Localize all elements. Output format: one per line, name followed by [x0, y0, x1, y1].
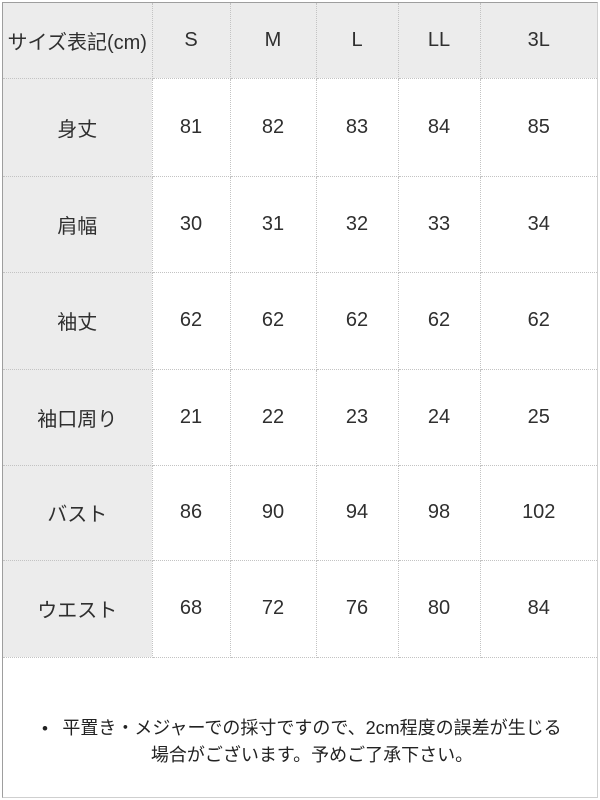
measurement-value-cell: 62	[229, 271, 317, 370]
table-row-cuff-circumference: 袖口周り 21 22 23 24 25	[3, 368, 597, 466]
measurement-note-cell: • 平置き・メジャーでの採寸ですので、2cm程度の誤差が生じる 場合がございます…	[3, 656, 597, 797]
size-column-header-3l: 3L	[479, 3, 597, 79]
table-note-row: • 平置き・メジャーでの採寸ですので、2cm程度の誤差が生じる 場合がございます…	[3, 656, 597, 797]
measurement-value-cell: 76	[315, 559, 399, 658]
size-column-header-s: S	[151, 3, 231, 79]
note-line-2: 場合がございます。予めご了承下さい。	[150, 745, 474, 766]
table-row-waist: ウエスト 68 72 76 80 84	[3, 559, 597, 658]
measurement-value-cell: 82	[229, 77, 317, 177]
measurement-row-label: 袖口周り	[3, 368, 153, 466]
measurement-row-label: 肩幅	[3, 175, 153, 273]
measurement-value-cell: 94	[315, 464, 399, 561]
measurement-value-cell: 84	[397, 77, 481, 177]
measurement-value-cell: 72	[229, 559, 317, 658]
measurement-value-cell: 62	[151, 271, 231, 370]
measurement-value-cell: 86	[151, 464, 231, 561]
measurement-value-cell: 25	[479, 368, 597, 466]
table-row-shoulder-width: 肩幅 30 31 32 33 34	[3, 175, 597, 273]
measurement-value-cell: 22	[229, 368, 317, 466]
note-line-1: 平置き・メジャーでの採寸ですので、2cm程度の誤差が生じる	[62, 718, 562, 739]
measurement-value-cell: 83	[315, 77, 399, 177]
measurement-value-cell: 85	[479, 77, 597, 177]
measurement-note-text: 平置き・メジャーでの採寸ですので、2cm程度の誤差が生じる 場合がございます。予…	[53, 715, 571, 769]
measurement-row-label: 身丈	[3, 77, 153, 177]
measurement-row-label: ウエスト	[3, 559, 153, 658]
measurement-row-label: バスト	[3, 464, 153, 561]
measurement-value-cell: 68	[151, 559, 231, 658]
measurement-value-cell: 81	[151, 77, 231, 177]
measurement-value-cell: 98	[397, 464, 481, 561]
table-header-row: サイズ表記(cm) S M L LL 3L	[3, 3, 597, 79]
measurement-value-cell: 33	[397, 175, 481, 273]
measurement-value-cell: 34	[479, 175, 597, 273]
table-row-body-length: 身丈 81 82 83 84 85	[3, 77, 597, 177]
measurement-value-cell: 84	[479, 559, 597, 658]
measurement-value-cell: 62	[315, 271, 399, 370]
measurement-value-cell: 90	[229, 464, 317, 561]
measurement-value-cell: 23	[315, 368, 399, 466]
measurement-value-cell: 24	[397, 368, 481, 466]
measurement-row-label: 袖丈	[3, 271, 153, 370]
measurement-value-cell: 30	[151, 175, 231, 273]
measurement-value-cell: 31	[229, 175, 317, 273]
measurement-value-cell: 32	[315, 175, 399, 273]
measurement-note: • 平置き・メジャーでの採寸ですので、2cm程度の誤差が生じる 場合がございます…	[3, 685, 597, 769]
table-row-sleeve-length: 袖丈 62 62 62 62 62	[3, 271, 597, 370]
table-row-bust: バスト 86 90 94 98 102	[3, 464, 597, 561]
measurement-value-cell: 62	[479, 271, 597, 370]
measurement-value-cell: 102	[479, 464, 597, 561]
size-column-header-m: M	[229, 3, 317, 79]
size-unit-header: サイズ表記(cm)	[3, 3, 153, 79]
size-chart-table: サイズ表記(cm) S M L LL 3L 身丈 81 82 83 84 85 …	[3, 3, 597, 797]
bullet-icon: •	[42, 719, 48, 739]
measurement-value-cell: 62	[397, 271, 481, 370]
size-column-header-ll: LL	[397, 3, 481, 79]
measurement-value-cell: 80	[397, 559, 481, 658]
size-column-header-l: L	[315, 3, 399, 79]
measurement-value-cell: 21	[151, 368, 231, 466]
